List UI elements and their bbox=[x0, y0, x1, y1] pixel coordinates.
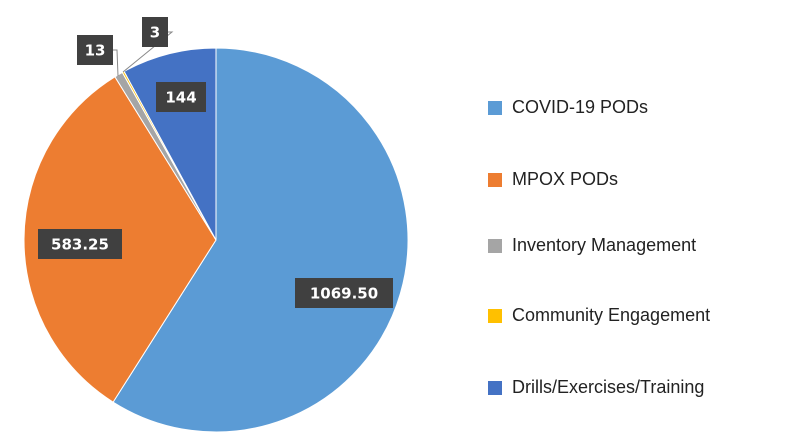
data-label-box bbox=[77, 35, 113, 65]
legend-swatch bbox=[488, 173, 502, 187]
legend-label: COVID-19 PODs bbox=[512, 97, 648, 117]
legend-label: Inventory Management bbox=[512, 235, 696, 255]
legend-label: Drills/Exercises/Training bbox=[512, 377, 704, 397]
legend-swatch bbox=[488, 101, 502, 115]
legend-label: Community Engagement bbox=[512, 305, 710, 325]
data-label: 3 bbox=[150, 24, 160, 42]
data-label-box bbox=[142, 17, 168, 47]
data-label: 583.25 bbox=[51, 236, 109, 254]
data-label: 13 bbox=[85, 42, 106, 60]
leader-line bbox=[122, 31, 174, 73]
legend-swatch bbox=[488, 309, 502, 323]
legend-label: MPOX PODs bbox=[512, 169, 618, 189]
data-label: 1069.50 bbox=[310, 285, 378, 303]
data-label: 144 bbox=[165, 89, 196, 107]
data-label-box bbox=[295, 278, 393, 308]
leader-line bbox=[113, 49, 119, 77]
legend-swatch bbox=[488, 381, 502, 395]
legend-swatch bbox=[488, 239, 502, 253]
data-label-box bbox=[38, 229, 122, 259]
data-label-box bbox=[156, 82, 206, 112]
